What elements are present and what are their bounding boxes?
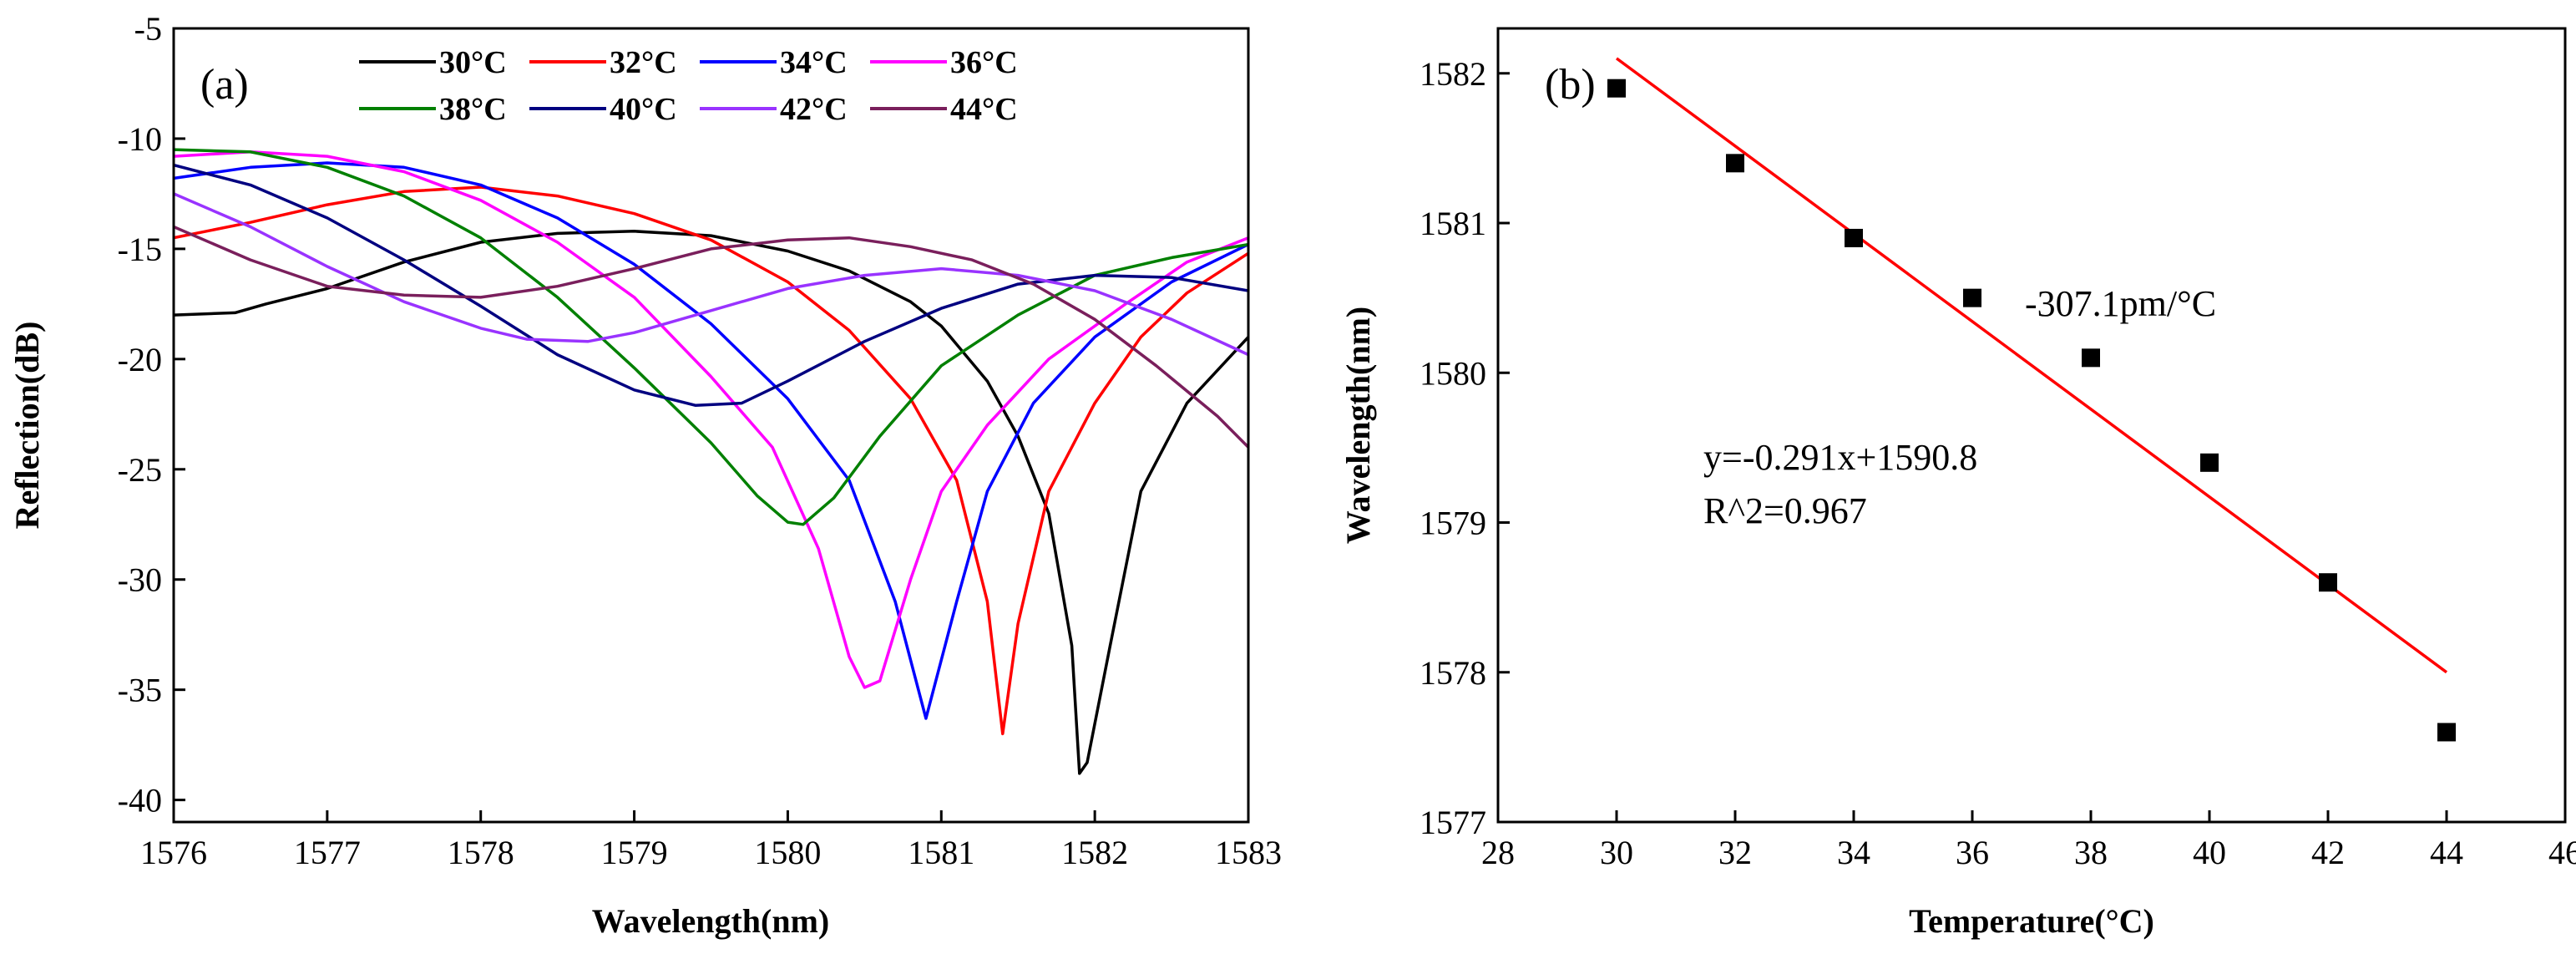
panel-b-xtick-label: 34 <box>1837 834 1870 871</box>
series-line-36c <box>174 150 1248 689</box>
legend-label: 42°C <box>780 92 848 127</box>
legend-label: 34°C <box>780 45 848 80</box>
data-point <box>1607 79 1626 98</box>
data-point <box>2437 723 2456 742</box>
panel-b-ytick-label: 1577 <box>1420 804 1486 841</box>
panel-b-xtick-label: 38 <box>2074 834 2108 871</box>
panel-a-xlabel: Wavelength(nm) <box>592 902 829 940</box>
panel-b: 28 30 32 34 36 38 40 42 44 46 1577 1578 1579 1580 1581… <box>1339 27 2576 940</box>
panel-a-legend: 30°C 32°C 34°C 36°C 38°C 40°C 42°C 44°C <box>359 45 1018 127</box>
panel-a-series <box>174 148 1248 775</box>
panel-a-xtick-label: 1579 <box>601 834 668 871</box>
panel-a-xtick-label: 1581 <box>908 834 974 871</box>
panel-b-xlabel: Temperature(°C) <box>1909 902 2154 940</box>
panel-a: 1576 1577 1578 1579 1580 1581 1582 1583 -5 -10 -15… <box>8 10 1282 940</box>
panel-b-ytick-label: 1582 <box>1420 55 1486 93</box>
series-line-34c <box>174 161 1248 720</box>
panel-b-ytick-label: 1578 <box>1420 654 1486 692</box>
panel-a-ytick-label: -5 <box>134 10 162 48</box>
panel-a-xtick-label: 1577 <box>294 834 361 871</box>
fit-line <box>1615 57 2448 674</box>
panel-a-xtick-label: 1576 <box>140 834 207 871</box>
data-point <box>2319 573 2337 592</box>
panel-b-label: (b) <box>1545 61 1596 109</box>
panel-a-xtick-label: 1582 <box>1061 834 1128 871</box>
series-line-32c <box>174 185 1248 736</box>
panel-a-ytick-label: -15 <box>118 231 162 268</box>
panel-a-ytick-label: -40 <box>118 782 162 820</box>
data-point <box>2082 348 2100 368</box>
panel-b-xtick-label: 42 <box>2311 834 2345 871</box>
panel-a-ytick-label: -30 <box>118 561 162 599</box>
panel-a-xtick-label: 1578 <box>448 834 514 871</box>
panel-b-xtick-label: 36 <box>1956 834 1989 871</box>
series-line-44c <box>174 225 1248 449</box>
data-point <box>1845 228 1863 247</box>
panel-b-ytick-label: 1581 <box>1420 205 1486 242</box>
series-line-30c <box>174 230 1248 775</box>
panel-b-frame <box>1496 27 2567 824</box>
panel-a-ytick-label: -25 <box>118 451 162 489</box>
series-line-42c <box>174 192 1248 357</box>
panel-a-ytick-label: -35 <box>118 672 162 709</box>
data-point <box>1726 154 1744 173</box>
panel-b-points <box>1607 79 2456 742</box>
slope-annotation: -307.1pm/°C <box>2025 283 2216 324</box>
legend-label: 36°C <box>950 45 1018 80</box>
panel-b-ytick-label: 1579 <box>1420 505 1486 542</box>
legend-label: 40°C <box>610 92 677 127</box>
panel-a-ylabel: Reflection(dB) <box>8 322 46 530</box>
panel-a-ytick-label: -10 <box>118 120 162 158</box>
legend-label: 30°C <box>439 45 507 80</box>
panel-b-ytick-label: 1580 <box>1420 354 1486 392</box>
series-line-38c <box>174 148 1248 526</box>
fit-equation: y=-0.291x+1590.8 <box>1703 437 1977 478</box>
data-point <box>2200 453 2219 472</box>
panel-b-xtick-label: 44 <box>2430 834 2463 871</box>
panel-b-xtick-label: 28 <box>1481 834 1515 871</box>
panel-a-xtick-label: 1583 <box>1215 834 1282 871</box>
panel-b-xtick-label: 46 <box>2548 834 2576 871</box>
data-point <box>1963 288 1981 307</box>
panel-a-frame <box>172 27 1250 824</box>
panel-a-xtick-label: 1580 <box>754 834 821 871</box>
panel-b-ylabel: Wavelength(nm) <box>1339 307 1377 544</box>
panel-b-xtick-label: 30 <box>1600 834 1633 871</box>
fit-r-squared: R^2=0.967 <box>1703 490 1867 531</box>
legend-label: 32°C <box>610 45 677 80</box>
panel-a-label: (a) <box>200 61 249 109</box>
panel-b-xtick-label: 32 <box>1718 834 1752 871</box>
legend-label: 38°C <box>439 92 507 127</box>
panel-b-xtick-label: 40 <box>2193 834 2226 871</box>
legend-label: 44°C <box>950 92 1018 127</box>
series-line-40c <box>174 163 1248 408</box>
panel-a-ytick-label: -20 <box>118 341 162 378</box>
